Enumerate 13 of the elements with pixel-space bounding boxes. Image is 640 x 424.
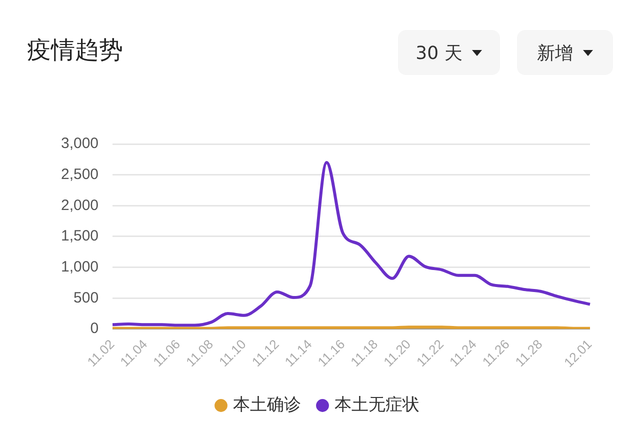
y-tick-label: 2,500 (60, 166, 99, 183)
legend-label: 本土确诊 (233, 394, 301, 415)
y-tick-label: 3,000 (60, 135, 99, 152)
text: 30 天 (416, 42, 462, 64)
legend-label: 本土无症状 (334, 394, 420, 415)
chart-title: 疫情趋势 (27, 35, 123, 66)
text: 新增 (537, 42, 573, 64)
y-tick-label: 0 (90, 320, 99, 338)
line-series (111, 160, 592, 327)
y-tick-label: 2,000 (60, 196, 99, 214)
y-tick-label: 1,500 (60, 228, 99, 245)
y-tick-label: 1,000 (60, 258, 99, 276)
y-tick-label: 500 (74, 289, 99, 306)
